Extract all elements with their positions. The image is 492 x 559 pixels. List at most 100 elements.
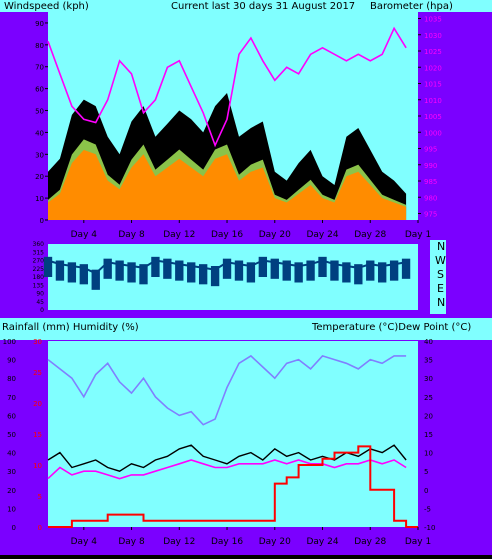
direction-tick-label: 180	[33, 274, 45, 281]
direction-band	[294, 262, 303, 283]
direction-band	[342, 262, 351, 283]
temperature-tick-label: -5	[424, 505, 431, 513]
wind-tick-label: 0	[40, 217, 44, 225]
rainfall-tick-label: 30	[33, 338, 42, 346]
direction-band	[270, 258, 279, 279]
barometer-tick-label: 1010	[424, 97, 442, 105]
wind-tick-label: 30	[35, 151, 44, 159]
direction-band	[222, 258, 232, 279]
compass-label-n: N	[437, 240, 446, 253]
humidity-tick-label: 50	[7, 431, 16, 439]
direction-tick-label: 45	[36, 299, 44, 306]
rainfall-line	[48, 445, 418, 528]
direction-band	[378, 262, 387, 283]
compass-label-n2: N	[437, 296, 446, 309]
humidity-line	[47, 354, 407, 426]
wind-x-tick-label: Day 16	[211, 230, 243, 240]
temperature-tick-label: 15	[424, 431, 433, 439]
wind-tick-label: 60	[35, 86, 44, 94]
dewpoint-line	[47, 459, 407, 480]
direction-band	[258, 256, 268, 277]
wind-x-tick-label: Day 4	[71, 230, 98, 240]
compass-strip	[430, 240, 446, 314]
direction-tick-label: 135	[33, 282, 45, 289]
wind-average-area	[48, 149, 407, 220]
direction-band	[43, 256, 53, 277]
wind-x-tick-label: Day 12	[163, 230, 195, 240]
barometer-tick-label: 995	[424, 146, 437, 154]
temperature-x-tick-label: Day 24	[306, 537, 338, 547]
direction-band	[354, 264, 363, 285]
direction-line	[47, 259, 407, 275]
temperature-x-tick-label: Day 20	[259, 537, 291, 547]
temperature-tick-label: 25	[424, 394, 433, 402]
temperature-x-tick-label: Day 8	[118, 537, 145, 547]
direction-band	[389, 260, 399, 281]
wind-tick-label: 80	[35, 42, 44, 50]
wind-tick-label: 50	[35, 108, 44, 116]
header-strip	[0, 0, 492, 12]
barometer-tick-label: 990	[424, 162, 437, 170]
barometer-line	[47, 26, 407, 148]
wind-tick-label: 90	[35, 20, 44, 28]
humidity-tick-label: 30	[7, 468, 16, 476]
temperature-tick-label: 35	[424, 357, 433, 365]
bottom-strip	[0, 530, 492, 555]
direction-band	[139, 264, 148, 285]
wind-x-tick-label: Day 20	[259, 230, 291, 240]
direction-band	[55, 260, 65, 281]
barometer-axis-title: Barometer (hpa)	[370, 1, 453, 12]
direction-band	[67, 262, 77, 283]
direction-band	[198, 264, 208, 285]
barometer-tick-label: 1020	[424, 64, 442, 72]
temp-dewpoint-axis-title: Temperature (°C)Dew Point (°C)	[312, 322, 472, 333]
direction-band	[234, 260, 244, 281]
humidity-tick-label: 80	[7, 375, 16, 383]
direction-tick-label: 270	[33, 258, 45, 265]
wind-tick-label: 40	[35, 129, 44, 137]
wind-x-tick-label: Day 28	[354, 230, 386, 240]
barometer-tick-label: 1035	[424, 16, 442, 24]
direction-band	[366, 260, 375, 281]
wind-tick-label: 20	[35, 173, 44, 181]
direction-band	[282, 260, 291, 281]
direction-band	[163, 258, 172, 279]
rainfall-tick-label: 0	[38, 524, 42, 532]
rain-humidity-axis-title: Rainfall (mm) Humidity (%)	[2, 322, 139, 333]
direction-band	[151, 256, 160, 277]
direction-band	[318, 256, 327, 277]
temperature-tick-label: 30	[424, 375, 433, 383]
direction-tick-label: 225	[33, 266, 45, 273]
temperature-plot-area	[48, 341, 418, 527]
windspeed-axis-title: Windspeed (kph)	[4, 1, 89, 12]
middle-header-strip	[0, 318, 492, 340]
humidity-tick-label: 40	[7, 450, 16, 458]
direction-band	[330, 260, 339, 281]
barometer-tick-label: 980	[424, 194, 437, 202]
direction-tick-label: 315	[33, 249, 45, 256]
direction-tick-label: 360	[33, 241, 45, 248]
direction-band	[115, 260, 124, 281]
temperature-x-tick-label: Day 16	[211, 537, 243, 547]
period-title: Current last 30 days 31 August 2017	[171, 1, 356, 12]
direction-band	[91, 269, 100, 290]
direction-band	[79, 264, 88, 285]
temperature-tick-label: 20	[424, 412, 433, 420]
barometer-tick-label: 1030	[424, 32, 442, 40]
direction-tick-label: 0	[40, 307, 44, 314]
temperature-tick-label: 40	[424, 338, 433, 346]
humidity-tick-label: 100	[3, 338, 16, 346]
direction-band	[210, 266, 220, 287]
direction-band	[103, 258, 112, 279]
humidity-tick-label: 70	[7, 394, 16, 402]
barometer-tick-label: 985	[424, 178, 437, 186]
temperature-x-tick-label: Day 12	[163, 537, 195, 547]
direction-band	[246, 262, 256, 283]
direction-band	[306, 260, 315, 281]
humidity-tick-label: 0	[12, 524, 16, 532]
barometer-tick-label: 1015	[424, 81, 442, 89]
wind-x-tick-label: Day 8	[118, 230, 145, 240]
temperature-x-tick-label: Day 1	[405, 537, 431, 547]
temperature-tick-label: 0	[424, 487, 428, 495]
